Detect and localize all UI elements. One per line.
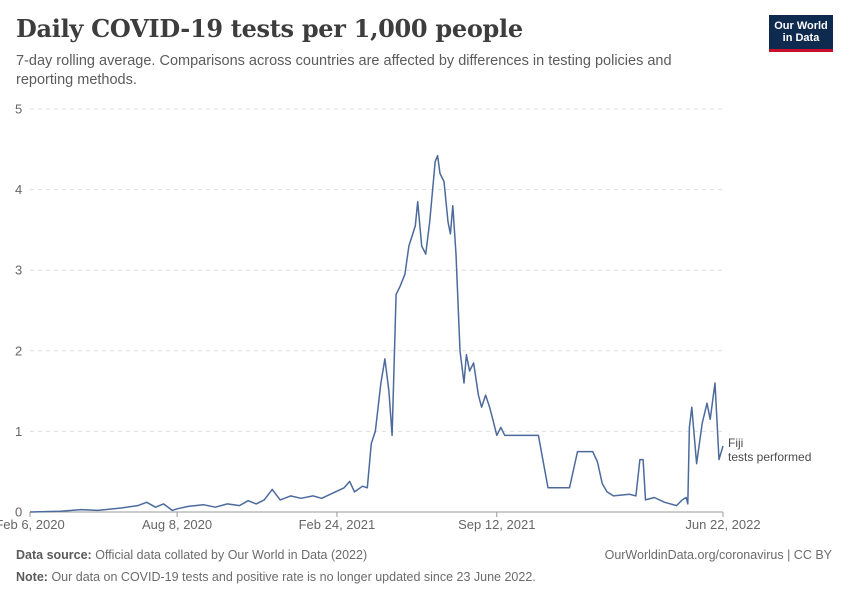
y-tick-label: 3 <box>15 263 22 278</box>
x-tick-label: Sep 12, 2021 <box>458 517 535 532</box>
x-tick-label: Jun 22, 2022 <box>685 517 760 532</box>
credit-link[interactable]: OurWorldinData.org/coronavirus | CC BY <box>604 548 832 562</box>
series-label-metric: tests performed <box>728 450 811 464</box>
line-chart: 0 1 2 3 4 5 Feb 6, 2020 Aug 8, 2020 Feb 24, 2021… <box>0 102 811 533</box>
chart-note: Note: Our data on COVID-19 tests and pos… <box>16 570 536 584</box>
data-source: Data source: Official data collated by O… <box>16 548 367 562</box>
note-text: Our data on COVID-19 tests and positive … <box>51 570 536 584</box>
x-tick-label: Feb 6, 2020 <box>0 517 65 532</box>
logo-line-1: Our World <box>774 20 828 32</box>
chart-subtitle: 7-day rolling average. Comparisons acros… <box>16 53 672 88</box>
y-tick-label: 1 <box>15 424 22 439</box>
chart-title: Daily COVID-19 tests per 1,000 people <box>16 14 523 43</box>
note-label: Note: <box>16 570 48 584</box>
y-tick-label: 0 <box>15 505 22 520</box>
series-label-name: Fiji <box>728 436 743 450</box>
y-tick-label: 5 <box>15 102 22 117</box>
y-tick-label: 2 <box>15 343 22 358</box>
x-tick-label: Aug 8, 2020 <box>142 517 212 532</box>
logo-line-2: in Data <box>782 32 820 44</box>
x-tick-label: Feb 24, 2021 <box>299 517 376 532</box>
data-source-label: Data source: <box>16 548 92 562</box>
series-line-fiji <box>29 154 724 513</box>
data-source-text[interactable]: Official data collated by Our World in D… <box>95 548 368 562</box>
y-tick-label: 4 <box>15 182 22 197</box>
owid-logo[interactable]: Our World in Data <box>769 15 833 52</box>
